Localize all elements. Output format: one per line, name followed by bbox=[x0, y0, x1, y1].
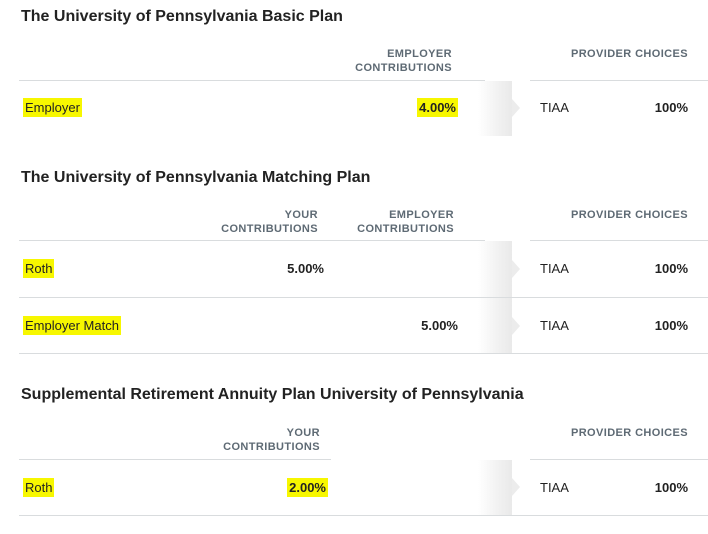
your-contributions-header: YOUR CONTRIBUTIONS bbox=[223, 427, 320, 453]
header-divider bbox=[530, 240, 708, 241]
row-shade bbox=[478, 460, 512, 515]
header-divider bbox=[19, 80, 485, 81]
provider-percent: 100% bbox=[654, 480, 688, 495]
plan-title: Supplemental Retirement Annuity Plan Uni… bbox=[21, 386, 524, 403]
your-contribution-value: 2.00% bbox=[287, 478, 328, 497]
row-shade bbox=[478, 298, 512, 353]
table-row[interactable]: Roth 2.00% TIAA 100% bbox=[0, 460, 708, 516]
table-row[interactable]: Employer 4.00% TIAA 100% bbox=[0, 81, 708, 136]
plan-title: The University of Pennsylvania Basic Pla… bbox=[21, 8, 343, 25]
source-label: Employer Match bbox=[23, 316, 121, 335]
provider-choices-header: PROVIDER CHOICES bbox=[570, 48, 688, 60]
row-divider bbox=[19, 353, 708, 354]
chevron-right-icon bbox=[512, 317, 520, 335]
table-row[interactable]: Roth 5.00% TIAA 100% bbox=[0, 241, 708, 298]
employer-contributions-header: EMPLOYER CONTRIBUTIONS bbox=[357, 209, 454, 235]
provider-name: TIAA bbox=[540, 261, 569, 276]
header-divider bbox=[530, 459, 708, 460]
source-label: Employer bbox=[23, 98, 82, 117]
employer-contribution-value: 4.00% bbox=[417, 98, 458, 117]
chevron-right-icon bbox=[512, 260, 520, 278]
provider-choices-header: PROVIDER CHOICES bbox=[570, 209, 688, 221]
provider-name: TIAA bbox=[540, 100, 569, 115]
provider-name: TIAA bbox=[540, 318, 569, 333]
employer-contribution-value: 5.00% bbox=[421, 318, 458, 333]
header-divider bbox=[19, 459, 331, 460]
row-divider bbox=[19, 515, 708, 516]
provider-percent: 100% bbox=[654, 261, 688, 276]
provider-choices-header: PROVIDER CHOICES bbox=[570, 427, 688, 439]
row-shade bbox=[478, 81, 512, 136]
source-label: Roth bbox=[23, 478, 55, 497]
provider-name: TIAA bbox=[540, 480, 569, 495]
source-label: Roth bbox=[23, 259, 55, 278]
chevron-right-icon bbox=[512, 99, 520, 117]
your-contributions-header: YOUR CONTRIBUTIONS bbox=[221, 209, 318, 235]
row-shade bbox=[478, 241, 512, 297]
provider-percent: 100% bbox=[654, 318, 688, 333]
chevron-right-icon bbox=[512, 478, 520, 496]
plan-title: The University of Pennsylvania Matching … bbox=[21, 169, 371, 186]
row-divider bbox=[19, 297, 708, 298]
employer-contributions-header: EMPLOYER CONTRIBUTIONS bbox=[355, 48, 452, 74]
header-divider bbox=[530, 80, 708, 81]
table-row[interactable]: Employer Match 5.00% TIAA 100% bbox=[0, 298, 708, 354]
your-contribution-value: 5.00% bbox=[287, 261, 324, 276]
header-divider bbox=[19, 240, 485, 241]
provider-percent: 100% bbox=[654, 100, 688, 115]
